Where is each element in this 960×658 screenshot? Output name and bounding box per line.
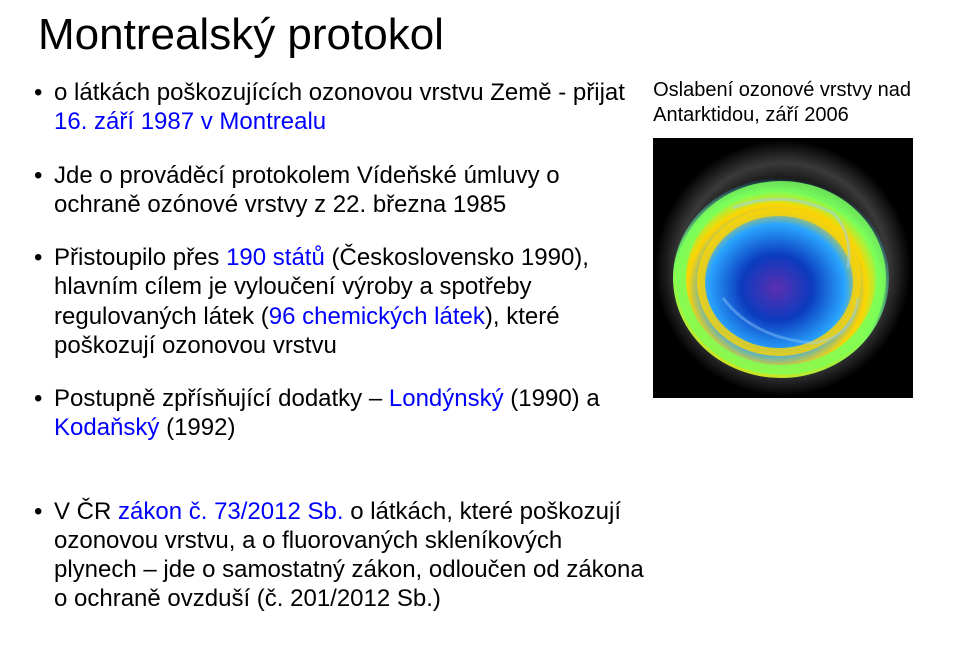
highlight-text: Londýnský bbox=[389, 385, 510, 412]
highlight-text: 96 chemických látek bbox=[269, 303, 485, 330]
highlight-text: zákon č. 73/2012 Sb. bbox=[118, 498, 350, 525]
figure-caption: Oslabení ozonové vrstvy nad Antarktidou,… bbox=[653, 78, 930, 128]
body-text: (1990) a bbox=[510, 385, 599, 412]
body-text: V ČR bbox=[54, 498, 118, 525]
body-text: Postupně zpřísňující dodatky – bbox=[54, 385, 389, 412]
body-text: Jde o prováděcí protokolem Vídeňské úmlu… bbox=[54, 162, 560, 218]
body-text: o látkách poškozujících ozonovou vrstvu … bbox=[54, 79, 625, 106]
bullet-list-bottom: V ČR zákon č. 73/2012 Sb. o látkách, kte… bbox=[30, 497, 650, 614]
highlight-text: 16. září 1987 v Montrealu bbox=[54, 108, 326, 135]
body-text: Přistoupilo přes bbox=[54, 244, 226, 271]
highlight-text: Kodaňský bbox=[54, 414, 166, 441]
bullet-item: Jde o prováděcí protokolem Vídeňské úmlu… bbox=[30, 161, 643, 220]
bullet-item: Postupně zpřísňující dodatky – Londýnský… bbox=[30, 384, 643, 443]
slide: Montrealský protokol o látkách poškozují… bbox=[0, 0, 960, 658]
right-column: Oslabení ozonové vrstvy nad Antarktidou,… bbox=[643, 78, 930, 403]
left-column: o látkách poškozujících ozonovou vrstvu … bbox=[30, 78, 643, 467]
bullet-item: o látkách poškozujících ozonovou vrstvu … bbox=[30, 78, 643, 137]
ozone-hole-figure bbox=[653, 138, 913, 398]
content-row: o látkách poškozujících ozonovou vrstvu … bbox=[30, 78, 930, 467]
bullet-item: Přistoupilo přes 190 států (Českoslovens… bbox=[30, 243, 643, 360]
highlight-text: 190 států bbox=[226, 244, 331, 271]
bullet-list-top: o látkách poškozujících ozonovou vrstvu … bbox=[30, 78, 643, 443]
bullet-item: V ČR zákon č. 73/2012 Sb. o látkách, kte… bbox=[30, 497, 650, 614]
body-text: (1992) bbox=[166, 414, 235, 441]
slide-title: Montrealský protokol bbox=[38, 10, 930, 60]
